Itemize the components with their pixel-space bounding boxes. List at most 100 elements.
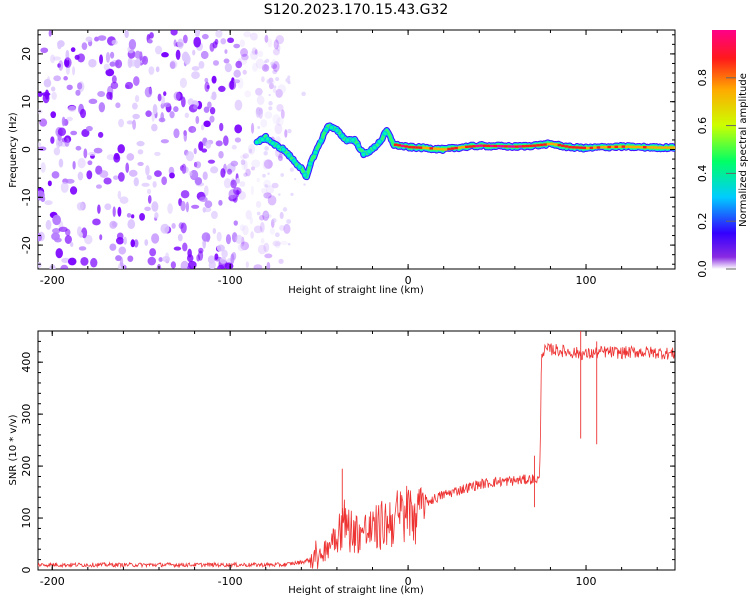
noise-blob <box>97 35 107 41</box>
noise-blob <box>163 91 167 97</box>
noise-blob <box>119 196 129 204</box>
ridge-blob <box>291 158 297 164</box>
noise-blob <box>188 170 193 177</box>
noise-blob <box>111 75 117 84</box>
noise-blob <box>154 170 162 178</box>
ridge-blob <box>361 151 367 157</box>
noise-blob <box>155 66 160 73</box>
noise-blob <box>79 108 87 119</box>
noise-blob <box>78 246 87 251</box>
noise-blob <box>132 119 137 130</box>
noise-blob <box>204 77 209 83</box>
noise-blob <box>127 255 134 262</box>
noise-blob <box>196 254 201 262</box>
noise-blob <box>195 115 200 125</box>
noise-blob <box>117 206 122 217</box>
colorbar: 0.0 0.2 0.4 0.6 0.8 Normalized spectral ampl… <box>696 30 749 278</box>
noise-blob <box>260 119 268 128</box>
noise-blob <box>126 213 132 218</box>
noise-blob <box>144 206 151 212</box>
noise-blob <box>235 60 243 69</box>
noise-blob <box>249 148 253 154</box>
noise-blob <box>161 95 166 106</box>
ridge-blob <box>302 172 308 178</box>
ridge-core <box>621 145 626 148</box>
noise-blob <box>169 172 175 179</box>
noise-blob <box>207 159 216 164</box>
noise-blob <box>239 39 245 48</box>
noise-blob <box>224 63 233 73</box>
ridge-blob <box>382 130 388 137</box>
noise-blob <box>106 91 113 100</box>
ridge-band <box>253 122 675 181</box>
noise-blob <box>240 241 250 251</box>
snr-frame <box>37 330 676 571</box>
noise-blob <box>276 117 284 127</box>
ridge-core <box>393 143 398 146</box>
ridge-core <box>429 147 434 150</box>
noise-blob <box>243 31 252 38</box>
noise-blob <box>275 76 280 82</box>
noise-blob <box>99 234 103 241</box>
noise-blob <box>250 185 254 196</box>
noise-blob <box>79 231 83 238</box>
noise-blob <box>180 222 187 234</box>
noise-blob <box>85 125 93 132</box>
noise-blob <box>263 151 268 156</box>
noise-blob <box>60 181 69 193</box>
noise-blob <box>110 81 119 90</box>
noise-blob <box>198 61 205 69</box>
noise-blob <box>70 47 76 53</box>
noise-blob <box>158 257 163 262</box>
noise-blob <box>160 139 169 144</box>
noise-blob <box>276 103 284 112</box>
noise-blob <box>245 209 252 220</box>
noise-blob <box>191 204 200 209</box>
noise-blob <box>132 113 140 120</box>
noise-blob <box>173 106 179 113</box>
colorbar-tick-label: 0.6 <box>696 117 709 135</box>
ridge-core <box>639 145 644 149</box>
colorbar-tick-label: 0.0 <box>696 260 709 278</box>
noise-blob <box>40 162 46 173</box>
noise-blob <box>58 158 64 168</box>
noise-blob <box>268 93 271 97</box>
noise-blob <box>57 127 67 137</box>
noise-blob <box>205 141 212 149</box>
ridge-blob <box>312 149 319 155</box>
noise-blob <box>191 127 196 133</box>
ridge-core <box>493 144 498 148</box>
noise-blob <box>48 30 52 37</box>
noise-blob <box>170 261 176 269</box>
ridge-core <box>554 143 558 146</box>
noise-blob <box>183 34 188 44</box>
noise-blob <box>218 199 223 206</box>
noise-blob <box>215 140 223 147</box>
colorbar-label: Normalized spectral amplitude <box>738 73 749 227</box>
noise-blob <box>130 239 136 248</box>
noise-blob <box>202 207 207 213</box>
noise-blob <box>149 248 157 257</box>
noise-blob <box>234 137 242 143</box>
ridge-core <box>600 146 604 149</box>
ridge-core <box>607 145 611 149</box>
noise-blob <box>38 146 47 152</box>
noise-blob <box>193 148 197 155</box>
noise-blob <box>255 87 263 96</box>
noise-blob <box>67 257 77 266</box>
noise-blob <box>272 240 281 247</box>
noise-blob <box>38 233 43 242</box>
noise-blob <box>126 153 135 161</box>
noise-blob <box>273 85 277 89</box>
noise-blob <box>232 187 242 195</box>
noise-blob <box>224 262 234 269</box>
noise-blob <box>261 187 268 194</box>
noise-blob <box>127 57 133 69</box>
noise-blob <box>109 51 115 59</box>
noise-blob <box>154 151 161 156</box>
ridge-core <box>529 144 533 148</box>
noise-blob <box>151 233 160 244</box>
noise-blob <box>72 66 76 76</box>
noise-blob <box>175 49 181 60</box>
noise-blob <box>255 201 262 208</box>
